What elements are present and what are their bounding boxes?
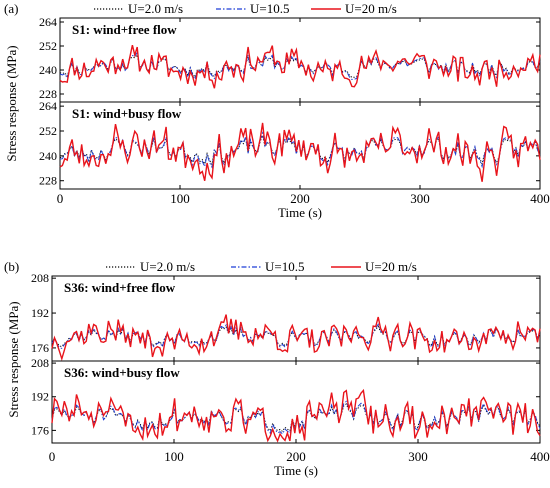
series-line-2 [59, 122, 541, 182]
x-tick-label: 100 [164, 449, 184, 464]
legend-label: U=2.0 m/s [140, 259, 195, 274]
y-tick-label: 228 [39, 174, 57, 188]
x-tick-label: 0 [49, 449, 56, 464]
y-tick-label: 192 [31, 390, 49, 404]
panel-label: (a) [4, 1, 18, 16]
x-tick-label: 100 [170, 191, 190, 206]
y-tick-label: 208 [31, 271, 49, 285]
legend-label: U=20 m/s [365, 259, 417, 274]
y-axis-label: Stress response (MPa) [6, 301, 21, 417]
subplot-title: S1: wind+busy flow [72, 106, 182, 121]
series-line-0 [51, 403, 541, 433]
legend-label: U=10.5 [250, 1, 289, 16]
y-tick-label: 228 [39, 87, 57, 101]
y-tick-label: 264 [39, 99, 57, 113]
panel-a: (a) U=2.0 m/s U=10.5 U=20 m/s Stress respons… [4, 1, 550, 220]
x-tick-label: 400 [530, 191, 550, 206]
y-tick-label: 264 [39, 15, 57, 29]
legend-label: U=2.0 m/s [128, 1, 183, 16]
x-tick-label: 200 [286, 449, 306, 464]
y-axis-label: Stress response (MPa) [4, 45, 19, 161]
x-tick-label: 400 [530, 449, 550, 464]
panel-b: (b) U=2.0 m/s U=10.5 U=20 m/s Stress respons… [4, 259, 550, 478]
y-tick-label: 240 [39, 63, 57, 77]
x-tick-label: 300 [410, 191, 430, 206]
legend-label: U=10.5 [265, 259, 304, 274]
x-tick-label: 0 [57, 191, 64, 206]
subplot-title: S36: wind+busy flow [64, 365, 180, 380]
legend-label: U=20 m/s [345, 1, 397, 16]
panel-label: (b) [4, 259, 19, 274]
y-tick-label: 252 [39, 39, 57, 53]
y-tick-label: 208 [31, 356, 49, 370]
subplot-title: S36: wind+free flow [64, 280, 176, 295]
y-tick-label: 176 [31, 423, 49, 437]
series-line-2 [59, 45, 541, 89]
series-line-2 [51, 388, 541, 443]
y-tick-label: 176 [31, 341, 49, 355]
x-axis-label: Time (s) [274, 463, 318, 478]
x-axis-label: Time (s) [278, 205, 322, 220]
y-tick-label: 192 [31, 306, 49, 320]
subplot-title: S1: wind+free flow [72, 22, 177, 37]
x-tick-label: 200 [290, 191, 310, 206]
x-tick-label: 300 [408, 449, 428, 464]
series-line-2 [51, 314, 541, 362]
y-tick-label: 252 [39, 124, 57, 138]
y-tick-label: 240 [39, 149, 57, 163]
